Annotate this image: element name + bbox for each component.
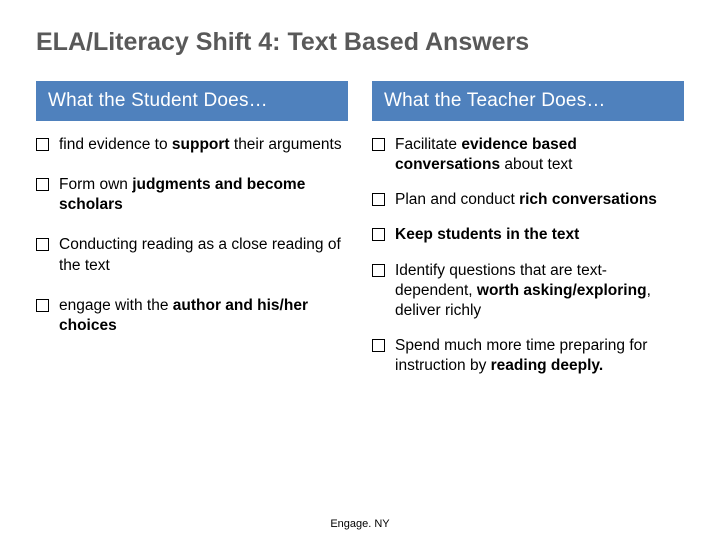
item-text: engage with the author and his/her choic… xyxy=(59,296,344,336)
item-text: find evidence to support their arguments xyxy=(59,135,344,155)
item-text: Form own judgments and become scholars xyxy=(59,175,344,215)
text-bold: support xyxy=(172,136,230,153)
checkbox-icon xyxy=(372,138,385,151)
item-text: Plan and conduct rich conversations xyxy=(395,190,680,210)
item-text: Keep students in the text xyxy=(395,225,680,245)
text-bold: Keep students in the text xyxy=(395,226,579,243)
list-item: Facilitate evidence based conversations … xyxy=(372,135,680,175)
item-text: Spend much more time preparing for instr… xyxy=(395,336,680,376)
list-item: Spend much more time preparing for instr… xyxy=(372,336,680,376)
text-segment: Facilitate xyxy=(395,136,461,153)
list-item: Plan and conduct rich conversations xyxy=(372,190,680,210)
list-item: find evidence to support their arguments xyxy=(36,135,344,155)
list-item: Form own judgments and become scholars xyxy=(36,175,344,215)
checkbox-icon xyxy=(36,238,49,251)
footer: Engage. NY xyxy=(0,518,720,530)
text-segment: Conducting reading as a close reading of… xyxy=(59,236,341,273)
student-column: What the Student Does… find evidence to … xyxy=(36,81,348,391)
teacher-column-header: What the Teacher Does… xyxy=(372,81,684,121)
checkbox-icon xyxy=(36,178,49,191)
checkbox-icon xyxy=(36,138,49,151)
list-item: Identify questions that are text-depende… xyxy=(372,261,680,321)
text-segment: Plan and conduct xyxy=(395,191,519,208)
text-segment: about text xyxy=(500,156,572,173)
checkbox-icon xyxy=(372,339,385,352)
checkbox-icon xyxy=(372,193,385,206)
text-bold: worth asking/exploring xyxy=(477,282,647,299)
checkbox-icon xyxy=(372,264,385,277)
columns: What the Student Does… find evidence to … xyxy=(36,81,684,391)
text-segment: Form own xyxy=(59,176,132,193)
list-item: Keep students in the text xyxy=(372,225,680,245)
page-title: ELA/Literacy Shift 4: Text Based Answers xyxy=(36,28,684,57)
student-column-header: What the Student Does… xyxy=(36,81,348,121)
list-item: Conducting reading as a close reading of… xyxy=(36,235,344,275)
slide: ELA/Literacy Shift 4: Text Based Answers… xyxy=(0,0,720,540)
text-bold: reading deeply. xyxy=(491,357,604,374)
checkbox-icon xyxy=(372,228,385,241)
item-text: Conducting reading as a close reading of… xyxy=(59,235,344,275)
student-items: find evidence to support their arguments… xyxy=(36,135,348,336)
list-item: engage with the author and his/her choic… xyxy=(36,296,344,336)
item-text: Identify questions that are text-depende… xyxy=(395,261,680,321)
checkbox-icon xyxy=(36,299,49,312)
item-text: Facilitate evidence based conversations … xyxy=(395,135,680,175)
teacher-column: What the Teacher Does… Facilitate eviden… xyxy=(372,81,684,391)
text-bold: rich conversations xyxy=(519,191,657,208)
text-segment: engage with the xyxy=(59,297,173,314)
text-segment: their arguments xyxy=(230,136,342,153)
text-segment: find evidence to xyxy=(59,136,172,153)
teacher-items: Facilitate evidence based conversations … xyxy=(372,135,684,376)
